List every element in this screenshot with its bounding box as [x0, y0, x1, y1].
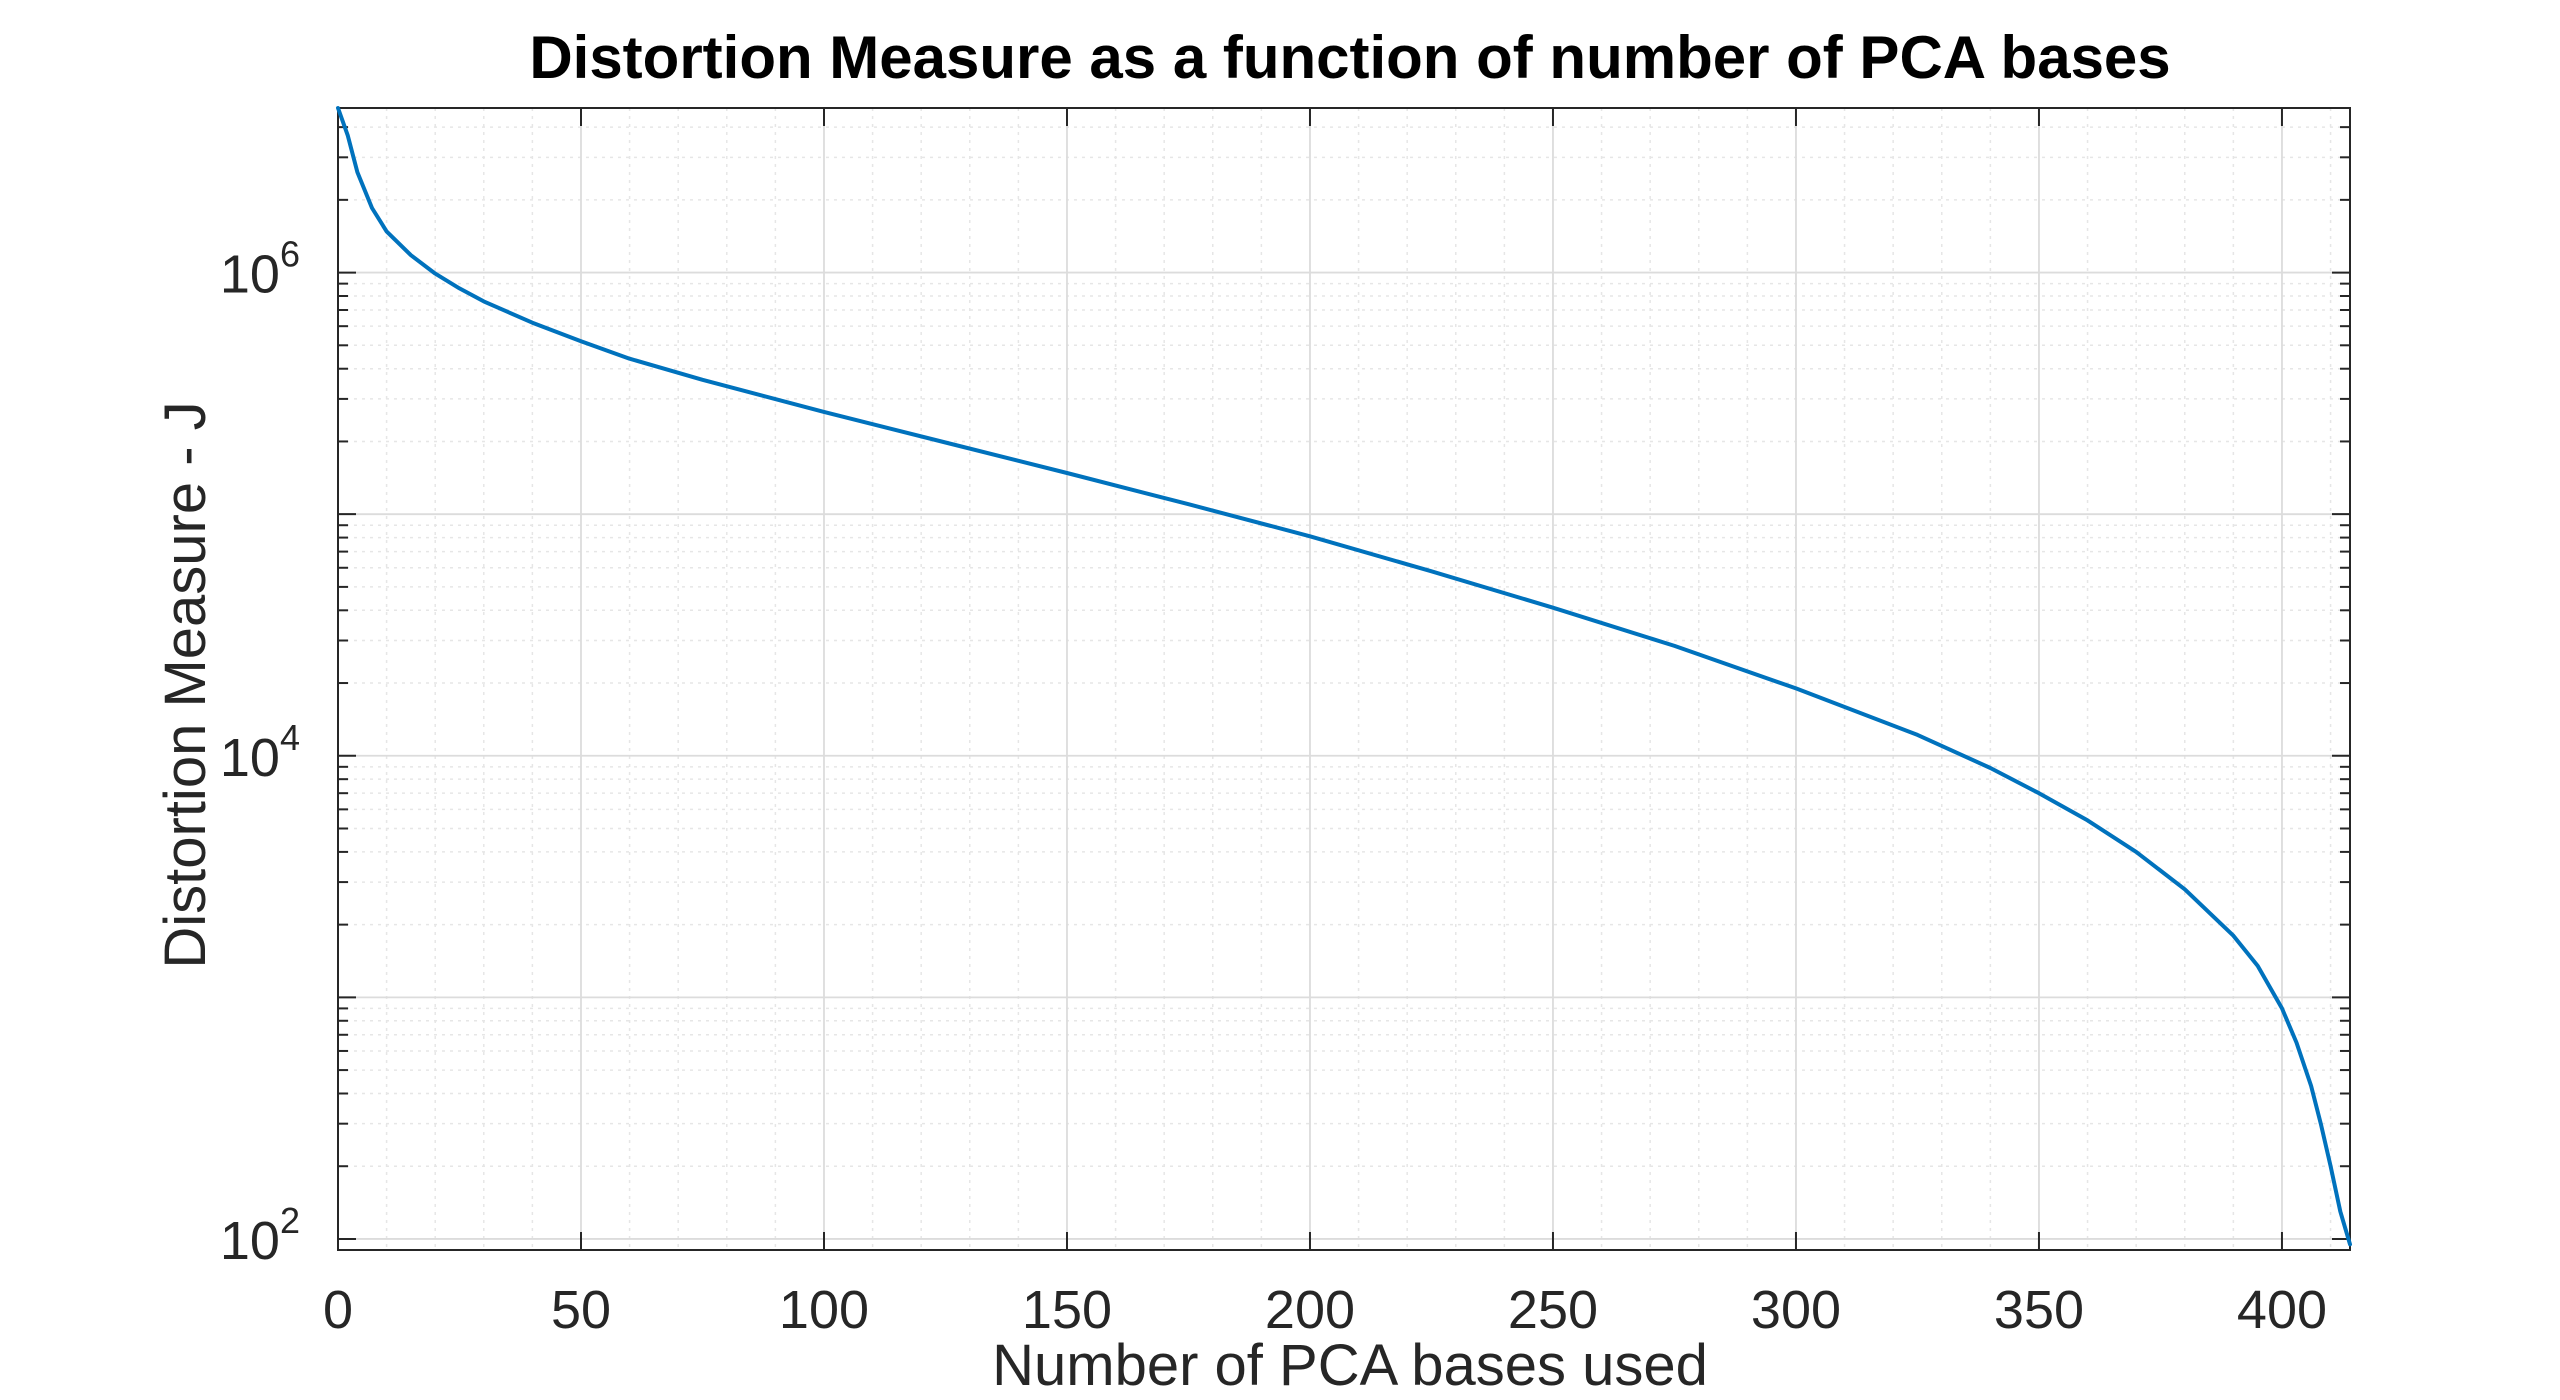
minor-grid [338, 108, 2350, 1250]
x-tick-label: 350 [1994, 1280, 2084, 1340]
y-tick-label: 102 [220, 1200, 300, 1271]
x-tick-label: 0 [323, 1280, 353, 1340]
x-tick-label: 200 [1265, 1280, 1355, 1340]
axes-frame [337, 107, 2351, 1251]
x-tick-label: 100 [779, 1280, 869, 1340]
plot-box [337, 107, 2351, 1251]
x-tick-label: 250 [1508, 1280, 1598, 1340]
y-tick-labels: 102 104 106 [220, 234, 300, 1271]
series-layer [336, 106, 2352, 1247]
x-tick-label: 150 [1022, 1280, 1112, 1340]
tick-marks [337, 108, 2350, 1251]
x-tick-label: 50 [551, 1280, 611, 1340]
major-grid [337, 108, 2350, 1250]
x-tick-label: 400 [2237, 1280, 2327, 1340]
chart-title: Distortion Measure as a function of numb… [529, 24, 2170, 91]
y-tick-label: 104 [220, 717, 300, 788]
series-line [336, 106, 2352, 1247]
y-tick-label: 106 [220, 234, 300, 305]
x-tick-label: 300 [1751, 1280, 1841, 1340]
y-axis-label: Distortion Measure - J [153, 401, 218, 968]
x-axis-label: Number of PCA bases used [992, 1333, 1708, 1398]
x-tick-labels: 0 50 100 150 200 250 300 350 400 [323, 1280, 2327, 1340]
